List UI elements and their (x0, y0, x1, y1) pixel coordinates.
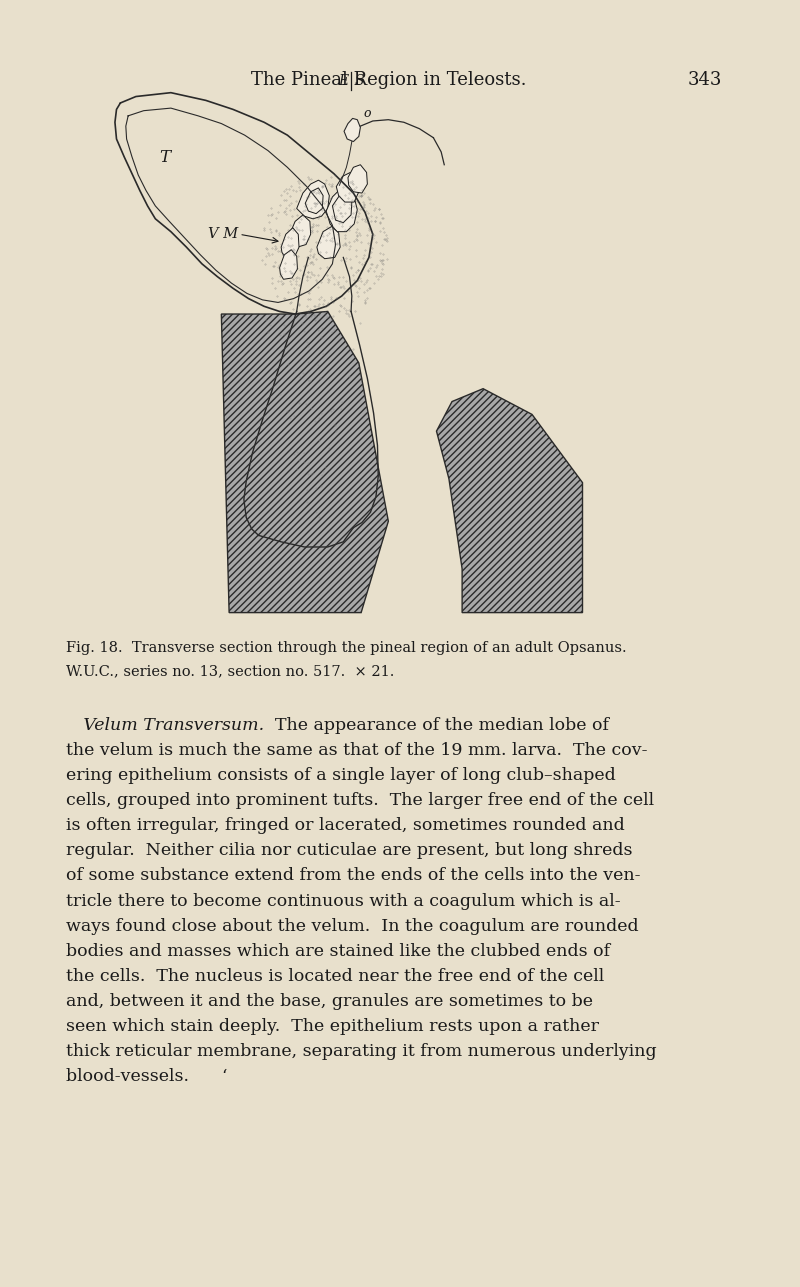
Polygon shape (297, 180, 330, 219)
Polygon shape (222, 311, 388, 613)
Text: V M: V M (208, 228, 238, 241)
Text: W.U.C., series no. 13, section no. 517.  × 21.: W.U.C., series no. 13, section no. 517. … (66, 664, 394, 678)
Text: o: o (363, 107, 371, 120)
Text: regular.  Neither cilia nor cuticulae are present, but long shreds: regular. Neither cilia nor cuticulae are… (66, 843, 633, 860)
Text: ways found close about the velum.  In the coagulum are rounded: ways found close about the velum. In the… (66, 918, 638, 934)
Text: bodies and masses which are stained like the clubbed ends of: bodies and masses which are stained like… (66, 943, 610, 960)
Polygon shape (290, 215, 310, 247)
Text: T: T (159, 148, 170, 166)
Text: The Pineal Region in Teleosts.: The Pineal Region in Teleosts. (250, 71, 526, 89)
Text: thick reticular membrane, separating it from numerous underlying: thick reticular membrane, separating it … (66, 1044, 657, 1060)
Text: blood-vessels.      ‘: blood-vessels. ‘ (66, 1068, 227, 1085)
Polygon shape (336, 172, 359, 202)
Polygon shape (280, 250, 298, 279)
Text: E: E (338, 75, 348, 88)
Text: of some substance extend from the ends of the cells into the ven-: of some substance extend from the ends o… (66, 867, 641, 884)
Text: the velum is much the same as that of the 19 mm. larva.  The cov-: the velum is much the same as that of th… (66, 741, 647, 759)
Text: Velum Transversum.: Velum Transversum. (66, 717, 264, 734)
Text: 343: 343 (688, 71, 722, 89)
Polygon shape (317, 227, 340, 259)
Polygon shape (326, 189, 358, 232)
Polygon shape (306, 188, 323, 214)
Text: cells, grouped into prominent tufts.  The larger free end of the cell: cells, grouped into prominent tufts. The… (66, 793, 654, 810)
Text: The appearance of the median lobe of: The appearance of the median lobe of (264, 717, 609, 734)
Text: seen which stain deeply.  The epithelium rests upon a rather: seen which stain deeply. The epithelium … (66, 1018, 599, 1035)
Polygon shape (333, 193, 352, 223)
Text: the cells.  The nucleus is located near the free end of the cell: the cells. The nucleus is located near t… (66, 968, 604, 985)
Polygon shape (344, 118, 360, 142)
Text: S: S (354, 75, 364, 88)
Text: Fig. 18.  Transverse section through the pineal region of an adult Opsanus.: Fig. 18. Transverse section through the … (66, 641, 626, 655)
Polygon shape (281, 228, 299, 259)
Text: tricle there to become continuous with a coagulum which is al-: tricle there to become continuous with a… (66, 893, 621, 910)
Text: and, between it and the base, granules are sometimes to be: and, between it and the base, granules a… (66, 994, 593, 1010)
Polygon shape (348, 165, 367, 193)
Polygon shape (437, 389, 582, 613)
Text: ering epithelium consists of a single layer of long club–shaped: ering epithelium consists of a single la… (66, 767, 616, 784)
Text: is often irregular, fringed or lacerated, sometimes rounded and: is often irregular, fringed or lacerated… (66, 817, 625, 834)
